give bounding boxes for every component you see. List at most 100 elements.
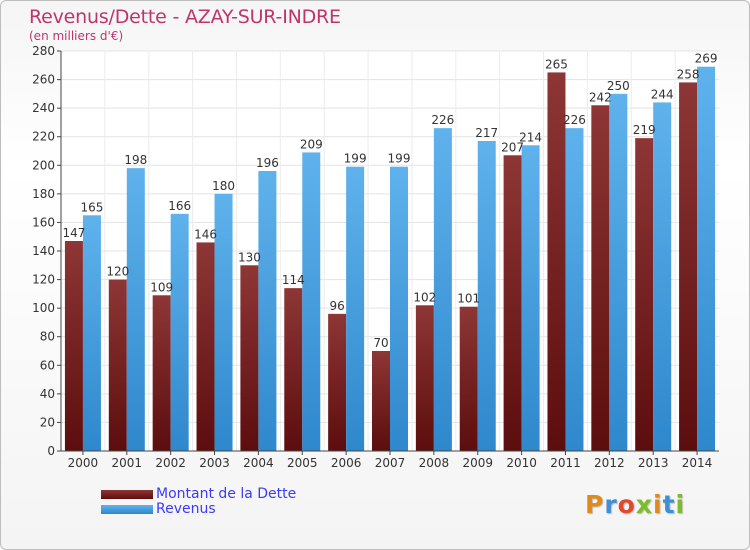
legend-swatch-debt — [101, 490, 153, 499]
bar-revenus — [214, 193, 233, 451]
bar-revenus — [346, 166, 365, 451]
logo-letter: i — [653, 490, 663, 519]
data-label-debt: 96 — [329, 299, 344, 313]
proxiti-logo: Proxiti — [585, 490, 685, 519]
bar-debt — [328, 313, 347, 451]
logo-letter: P — [585, 490, 605, 519]
data-label-revenus: 226 — [431, 113, 454, 127]
bar-revenus — [609, 93, 628, 451]
data-label-revenus: 199 — [388, 152, 411, 166]
data-label-debt: 146 — [194, 227, 217, 241]
bars — [64, 66, 716, 452]
data-label-revenus: 198 — [124, 153, 147, 167]
data-label-debt: 70 — [373, 336, 388, 350]
chart-subtitle: (en milliers d'€) — [29, 29, 124, 43]
x-tick-label: 2003 — [199, 456, 230, 470]
data-label-debt: 101 — [457, 292, 480, 306]
x-tick-label: 2002 — [155, 456, 186, 470]
legend-label-revenus: Revenus — [156, 501, 216, 517]
bar-debt — [108, 279, 127, 451]
x-tick-label: 2000 — [68, 456, 99, 470]
data-label-revenus: 250 — [607, 79, 630, 93]
x-tick-label: 2006 — [331, 456, 362, 470]
bar-debt — [196, 242, 215, 451]
x-tick-label: 2011 — [550, 456, 581, 470]
bar-debt — [64, 241, 83, 451]
x-tick-label: 2005 — [287, 456, 318, 470]
data-label-debt: 147 — [62, 226, 85, 240]
data-label-revenus: 196 — [256, 156, 279, 170]
data-label-revenus: 244 — [651, 87, 674, 101]
data-label-debt: 130 — [238, 250, 261, 264]
y-tick-label: 120 — [32, 273, 55, 287]
data-label-debt: 207 — [501, 140, 524, 154]
y-tick-label: 0 — [47, 444, 55, 458]
bar-debt — [635, 138, 654, 451]
data-label-revenus: 217 — [475, 126, 498, 140]
bar-revenus — [521, 145, 540, 452]
bar-debt — [240, 265, 259, 451]
data-label-debt: 242 — [589, 90, 612, 104]
y-tick-label: 180 — [32, 187, 55, 201]
bar-debt — [459, 306, 478, 451]
y-tick-label: 80 — [40, 330, 55, 344]
data-label-debt: 265 — [545, 57, 568, 71]
data-label-revenus: 199 — [344, 152, 367, 166]
x-tick-label: 2010 — [506, 456, 537, 470]
data-label-revenus: 165 — [80, 200, 103, 214]
axes: 0 20 40 60 80 100 120 140 160 180 200 220 240 260 280 2… — [32, 44, 719, 470]
data-label-debt: 114 — [282, 273, 305, 287]
x-tick-label: 2008 — [419, 456, 450, 470]
data-label-debt: 120 — [106, 265, 129, 279]
logo-letter: i — [675, 490, 686, 519]
x-tick-label: 2012 — [594, 456, 625, 470]
bar-revenus — [433, 128, 452, 451]
data-label-revenus: 180 — [212, 179, 235, 193]
bar-revenus — [302, 152, 321, 451]
y-tick-label: 100 — [32, 301, 55, 315]
bar-debt — [547, 72, 566, 451]
y-tick-label: 60 — [40, 358, 55, 372]
bar-debt — [679, 82, 698, 451]
bar-revenus — [170, 213, 189, 451]
bar-revenus — [653, 102, 672, 451]
x-tick-label: 2001 — [112, 456, 143, 470]
data-labels: 147 120 109 146 130 114 96 70 102 101 207 265 242 219… — [62, 52, 717, 350]
y-tick-label: 260 — [32, 73, 55, 87]
legend-label-debt: Montant de la Dette — [156, 486, 297, 502]
bar-debt — [152, 295, 171, 451]
chart-title: Revenus/Dette - AZAY-SUR-INDRE — [29, 6, 341, 28]
data-label-revenus: 209 — [300, 137, 323, 151]
bar-debt — [503, 155, 522, 452]
bar-revenus — [565, 128, 584, 451]
data-label-revenus: 214 — [519, 130, 542, 144]
bar-revenus — [697, 66, 716, 451]
y-tick-label: 200 — [32, 158, 55, 172]
y-tick-label: 240 — [32, 101, 55, 115]
data-label-revenus: 166 — [168, 199, 191, 213]
bar-debt — [284, 288, 303, 451]
bar-revenus — [82, 215, 101, 451]
bar-revenus — [477, 141, 496, 451]
bar-debt — [372, 351, 390, 451]
data-label-debt: 219 — [633, 123, 656, 137]
x-tick-label: 2014 — [682, 456, 713, 470]
logo-letter: x — [635, 490, 653, 519]
bar-revenus — [390, 166, 408, 451]
y-tick-label: 220 — [32, 130, 55, 144]
data-label-debt: 109 — [150, 280, 173, 294]
y-tick-label: 20 — [40, 415, 55, 429]
data-label-revenus: 226 — [563, 113, 586, 127]
y-tick-label: 140 — [32, 244, 55, 258]
y-tick-label: 280 — [32, 44, 55, 58]
y-tick-label: 160 — [32, 215, 55, 229]
bar-debt — [591, 105, 610, 452]
bar-revenus — [258, 171, 277, 451]
x-tick-label: 2013 — [638, 456, 669, 470]
logo-letter: t — [662, 490, 676, 519]
x-tick-label: 2004 — [243, 456, 274, 470]
bar-revenus — [126, 168, 145, 451]
bar-debt — [415, 305, 434, 451]
